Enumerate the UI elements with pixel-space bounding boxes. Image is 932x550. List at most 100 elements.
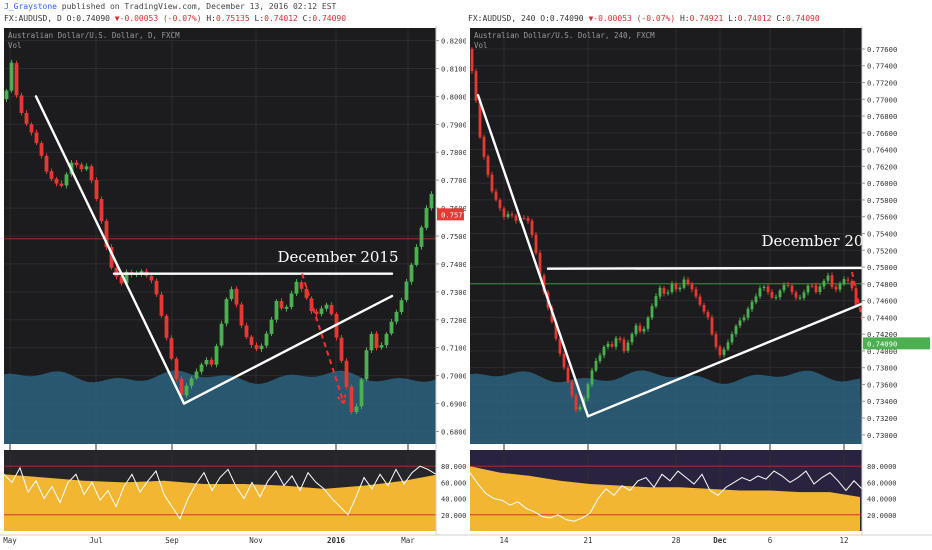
rsi-tick-label: 20.0000 bbox=[441, 512, 466, 520]
candle-body bbox=[154, 280, 159, 295]
candle-body bbox=[344, 360, 349, 387]
candle-body bbox=[474, 71, 478, 101]
y-tick-label: 0.76400 bbox=[867, 146, 897, 155]
rsi-tick-label: 20.0000 bbox=[867, 512, 897, 520]
candle-body bbox=[810, 285, 814, 287]
candle-body bbox=[806, 285, 810, 293]
x-tick-label: Dec bbox=[713, 536, 727, 545]
candle-body bbox=[650, 306, 654, 318]
x-tick-label: 14 bbox=[499, 536, 509, 545]
y-tick-label: 0.77400 bbox=[867, 62, 897, 71]
y-tick-label: 0.73800 bbox=[867, 364, 897, 373]
candle-body bbox=[790, 285, 794, 293]
low-left: 0.74012 bbox=[264, 14, 298, 23]
candle-body bbox=[770, 291, 774, 298]
candle-body bbox=[319, 308, 324, 314]
candle-body bbox=[786, 284, 790, 286]
candle-body bbox=[399, 300, 404, 313]
candle-body bbox=[674, 283, 678, 290]
rsi-line bbox=[469, 470, 863, 522]
y-tick-label: 0.74600 bbox=[867, 297, 897, 306]
right-chart[interactable]: December 2016?Australian Dollar/U.S. Dol… bbox=[466, 26, 932, 550]
x-tick-label: Jul bbox=[89, 536, 103, 545]
candle-body bbox=[284, 306, 289, 309]
rsi-tick-label: 40.0000 bbox=[441, 496, 466, 504]
close-right: 0.74090 bbox=[785, 14, 820, 23]
candle-body bbox=[169, 338, 174, 359]
candle-body bbox=[279, 301, 284, 309]
candle-body bbox=[690, 283, 694, 290]
candle-body bbox=[209, 359, 214, 365]
candle-body bbox=[662, 288, 666, 294]
publish-text: published on TradingView.com, December 1… bbox=[56, 2, 337, 11]
candle-body bbox=[269, 319, 274, 334]
last-price-badge bbox=[437, 208, 464, 221]
candle-body bbox=[782, 285, 786, 291]
candle-body bbox=[139, 271, 144, 274]
candle-body bbox=[84, 166, 89, 170]
candle-body bbox=[562, 353, 566, 368]
candle-body bbox=[802, 292, 806, 299]
candle-body bbox=[794, 292, 798, 298]
candle-body bbox=[602, 346, 606, 356]
candle-body bbox=[498, 200, 502, 209]
candle-body bbox=[646, 317, 650, 329]
candle-body bbox=[124, 271, 129, 284]
candle-body bbox=[204, 359, 209, 365]
candle-body bbox=[214, 346, 219, 365]
rsi-line bbox=[3, 465, 437, 520]
open-right: 0.74090 bbox=[549, 14, 584, 23]
candle-body bbox=[642, 328, 646, 332]
volume-label: Vol bbox=[8, 41, 22, 50]
y-tick-label: 0.73200 bbox=[867, 414, 897, 423]
candle-body bbox=[414, 247, 419, 265]
candle-body bbox=[244, 325, 249, 338]
left-chart[interactable]: December 2015 Australian Dollar/U.S. Doll… bbox=[0, 26, 466, 550]
candle-body bbox=[39, 143, 44, 156]
candle-body bbox=[586, 384, 590, 399]
candle-body bbox=[34, 132, 39, 144]
candle-body bbox=[738, 320, 742, 326]
candle-body bbox=[842, 279, 846, 285]
candle-body bbox=[189, 378, 194, 386]
candle-body bbox=[364, 350, 369, 380]
author-link[interactable]: J_Graystone bbox=[4, 2, 57, 11]
price-axis-bg bbox=[436, 26, 466, 550]
change-left: ▼-0.00053 (-0.07%) bbox=[114, 14, 202, 23]
candle-body bbox=[754, 296, 758, 303]
candle-body bbox=[64, 174, 69, 186]
candle-body bbox=[538, 252, 542, 276]
candle-body bbox=[229, 289, 234, 299]
candle-body bbox=[486, 156, 490, 175]
candle-body bbox=[762, 286, 766, 288]
y-tick-label: 0.76000 bbox=[867, 179, 897, 188]
candle-body bbox=[224, 299, 229, 324]
rsi-tick-label: 80.0000 bbox=[441, 463, 466, 471]
trendline bbox=[546, 266, 880, 270]
candle-body bbox=[606, 343, 610, 347]
candle-body bbox=[506, 214, 510, 217]
candle-body bbox=[730, 334, 734, 343]
candle-body bbox=[74, 162, 79, 166]
candle-body bbox=[798, 297, 802, 299]
candle-body bbox=[838, 283, 842, 290]
y-tick-label: 0.76600 bbox=[867, 129, 897, 138]
candle-body bbox=[742, 317, 746, 321]
candle-body bbox=[666, 292, 670, 294]
candle-body bbox=[174, 358, 179, 379]
candle-body bbox=[734, 325, 738, 335]
change-value-right: -0.00053 (-0.07%) bbox=[593, 14, 676, 23]
rsi-fill-area bbox=[4, 474, 439, 531]
candle-body bbox=[726, 342, 730, 350]
candle-body bbox=[658, 287, 662, 297]
symbol-right: FX:AUDUSD, 240 bbox=[468, 14, 536, 23]
projection-line bbox=[301, 273, 345, 404]
x-tick-label: 6 bbox=[768, 536, 773, 545]
publish-bar: J_Graystone published on TradingView.com… bbox=[0, 0, 932, 26]
candle-body bbox=[850, 280, 854, 289]
rsi-tick-label: 40.0000 bbox=[867, 496, 897, 504]
last-price-label: 0.74090 bbox=[867, 339, 897, 348]
symbol-left: FX:AUDUSD, D bbox=[4, 14, 62, 23]
